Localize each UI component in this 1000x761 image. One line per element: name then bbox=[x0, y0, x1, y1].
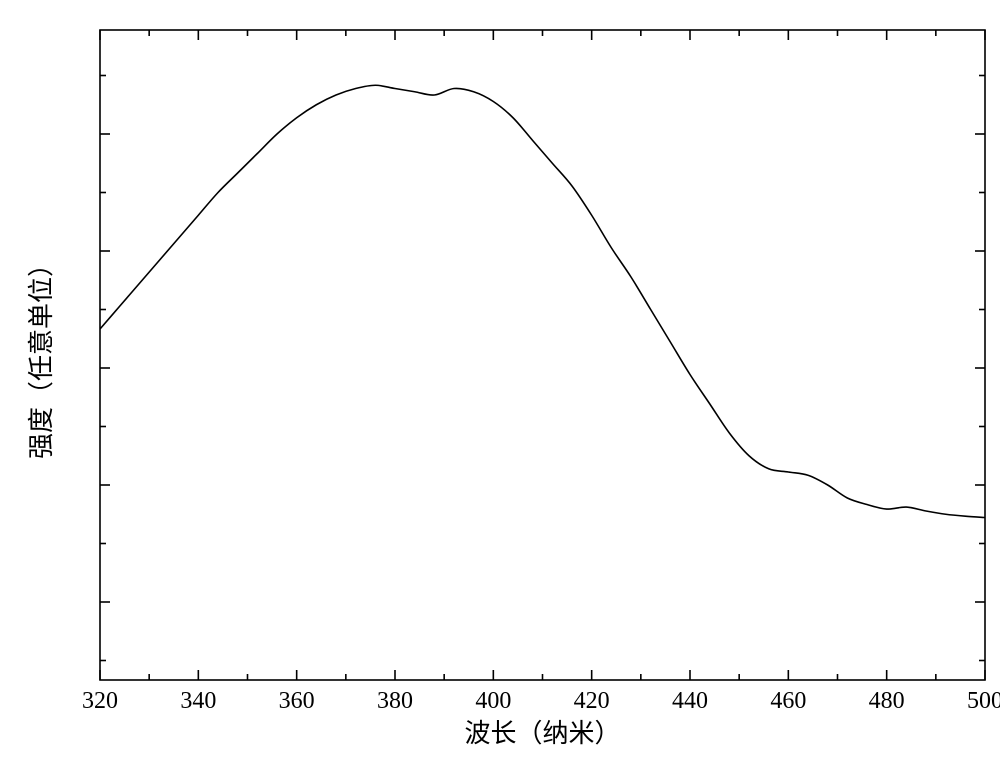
x-tick-label: 400 bbox=[475, 688, 511, 714]
spectrum-chart: 320 340 360 380 400 420 440 460 480 500 波长（纳米） 强度… bbox=[0, 0, 1000, 761]
x-tick-label: 440 bbox=[672, 688, 708, 714]
x-tick-label: 340 bbox=[180, 688, 216, 714]
x-tick-label: 380 bbox=[377, 688, 413, 714]
x-tick-label: 460 bbox=[770, 688, 806, 714]
y-axis-label: 强度（任意单位） bbox=[27, 251, 56, 459]
x-tick-label: 420 bbox=[574, 688, 610, 714]
chart-svg: 320 340 360 380 400 420 440 460 480 500 波长（纳米） 强度… bbox=[0, 0, 1000, 761]
x-axis-label: 波长（纳米） bbox=[464, 719, 620, 748]
x-tick-label: 480 bbox=[869, 688, 905, 714]
x-tick-label: 500 bbox=[967, 688, 1000, 714]
x-axis-tick-labels: 320 340 360 380 400 420 440 460 480 500 bbox=[82, 688, 1000, 714]
plot-frame bbox=[100, 30, 985, 680]
x-tick-label: 320 bbox=[82, 688, 118, 714]
x-tick-label: 360 bbox=[279, 688, 315, 714]
